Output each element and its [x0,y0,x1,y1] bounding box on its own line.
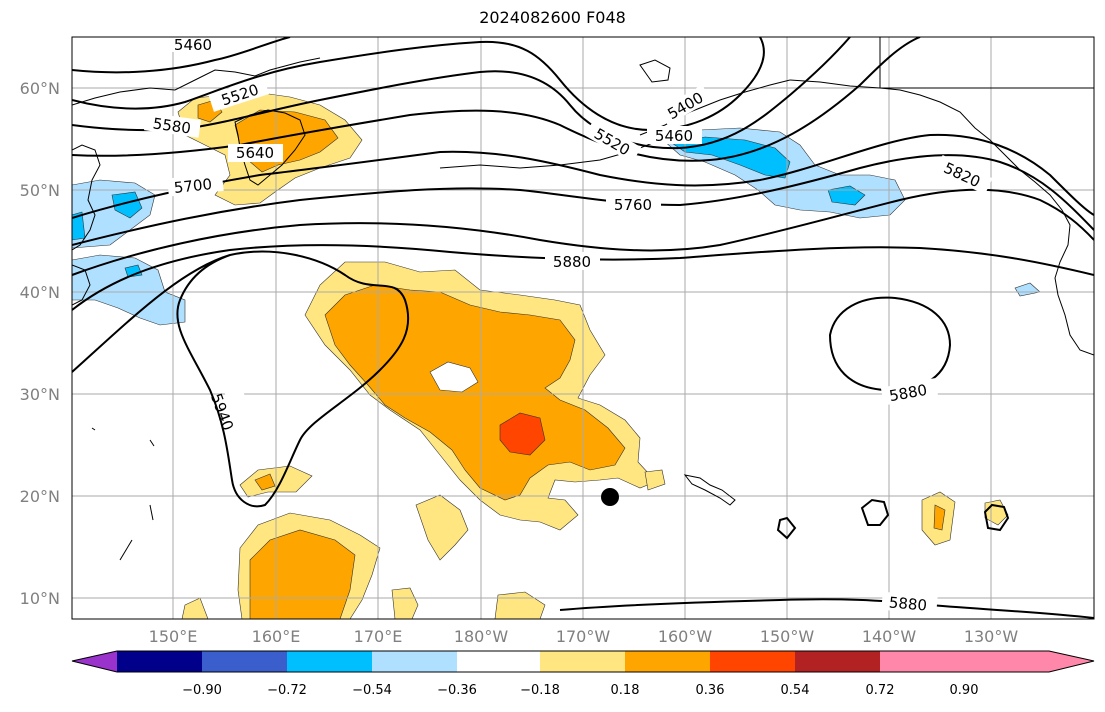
lat-label: 50°N [20,181,60,200]
colorbar-tick: 0.18 [611,683,640,698]
contour-label: 5580 [152,114,192,137]
negative-anomaly-region [72,254,186,326]
colorbar-tick: −0.18 [520,683,560,698]
colorbar-segment [795,651,880,672]
colorbar-segment [117,651,202,672]
positive-anomaly-core [324,284,626,501]
negative-anomaly-core [111,191,143,219]
contour-label: 5460 [174,36,212,54]
latitude-labels: 60°N 50°N 40°N 30°N 20°N 10°N [20,79,60,608]
lon-label: 150°W [760,627,815,646]
colorbar-tick: 0.54 [781,683,810,698]
positive-anomaly-region [391,587,419,619]
lat-label: 60°N [20,79,60,98]
strong-positive-anomaly [499,412,546,456]
lon-label: 160°W [658,627,713,646]
lat-label: 40°N [20,283,60,302]
contour-label: 5760 [614,196,652,214]
lon-label: 150°E [149,627,198,646]
colorbar-segment [202,651,287,672]
colorbar-tick: −0.36 [437,683,477,698]
colorbar-left-extension [72,651,117,672]
positive-anomaly-core [254,473,276,491]
colorbar-segment [710,651,795,672]
contour-label: 5880 [888,593,928,614]
lat-label: 10°N [20,589,60,608]
colorbar-segment [372,651,457,672]
positive-anomaly-region [415,494,469,561]
lon-label: 170°W [556,627,611,646]
positive-anomaly-region [494,591,546,619]
negative-anomaly-core [827,185,866,206]
map-frame [71,36,1095,620]
colorbar-tick: 0.72 [866,683,895,698]
lon-label: 130°W [964,627,1019,646]
colorbar-right-extension [964,651,1094,672]
positive-anomaly-region [644,469,666,491]
lon-label: 180°W [454,627,509,646]
colorbar-tick: 0.90 [950,683,979,698]
anomaly-hole [429,361,479,393]
lat-label: 20°N [20,487,60,506]
contour-label: 5460 [655,127,693,145]
colorbar-tick: −0.72 [267,683,307,698]
colorbar-tick: 0.36 [696,683,725,698]
lon-label: 140°W [862,627,917,646]
colorbar-segment [880,651,964,672]
colorbar-segment [457,651,540,672]
lon-label: 160°E [252,627,301,646]
map-title: 2024082600 F048 [479,8,626,27]
colorbar-tick: −0.54 [352,683,392,698]
colorbar-segment [287,651,372,672]
colorbar [71,650,1095,673]
lat-label: 30°N [20,385,60,404]
storm-center-marker [601,488,619,506]
lon-label: 170°E [354,627,403,646]
anomaly-shading [72,91,1041,619]
contour-label: 5640 [236,144,274,162]
positive-anomaly-region [181,597,209,619]
positive-anomaly-core [933,504,946,531]
colorbar-ticks: −0.90 −0.72 −0.54 −0.36 −0.18 0.18 0.36 … [182,683,978,698]
contour-label: 5880 [553,253,591,271]
colorbar-tick: −0.90 [182,683,222,698]
contour-label: 5700 [173,175,213,197]
colorbar-segment [625,651,710,672]
colorbar-segment [540,651,625,672]
longitude-labels: 150°E 160°E 170°E 180°W 170°W 160°W 150°… [149,627,1019,646]
